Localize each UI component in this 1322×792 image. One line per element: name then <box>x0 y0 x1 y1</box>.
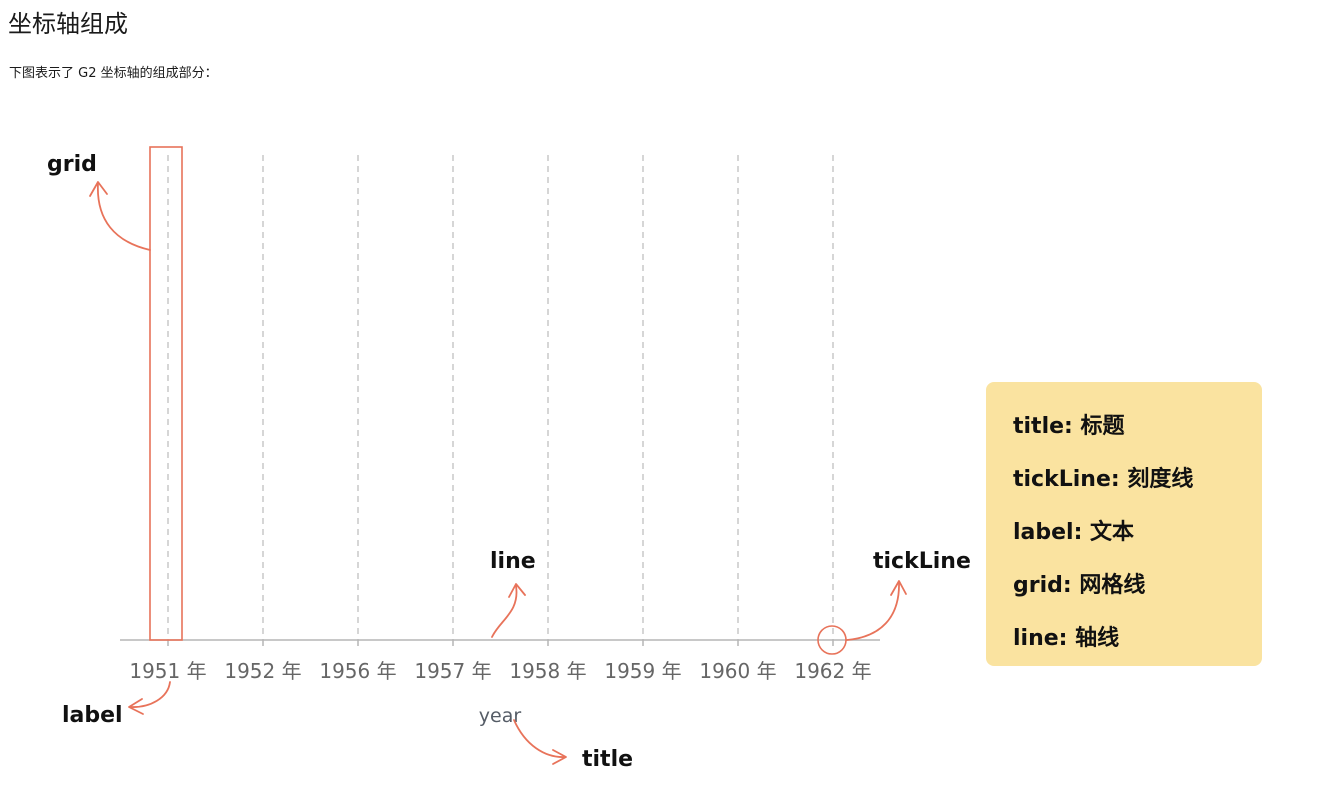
line-arrowhead <box>508 583 526 598</box>
legend-item-title: title: 标题 <box>1013 414 1125 439</box>
grid-arrow <box>97 182 151 251</box>
legend-item-grid: grid: 网格线 <box>1013 573 1146 598</box>
tick-labels: 1951 年 1952 年 1956 年 1957 年 1958 年 1959 年 1960… <box>129 659 871 683</box>
label-annotation: label <box>62 703 123 728</box>
tick-label: 1952 年 <box>224 659 301 683</box>
title-arrowhead <box>552 749 567 765</box>
title-arrow <box>513 719 566 758</box>
grid-lines <box>167 155 834 640</box>
line-annotation: line <box>490 549 536 574</box>
tick-label: 1957 年 <box>414 659 491 683</box>
tick-lines <box>167 640 834 646</box>
tickline-arrow <box>846 581 900 641</box>
tickline-highlight-circle <box>817 625 847 655</box>
tick-label: 1958 年 <box>509 659 586 683</box>
tick-label: 1959 年 <box>604 659 681 683</box>
label-arrow <box>129 681 171 708</box>
grid-arrowhead <box>89 181 108 197</box>
legend-box: title: 标题 tickLine: 刻度线 label: 文本 grid: … <box>986 382 1262 666</box>
tickline-arrowhead <box>890 580 907 596</box>
tickline-annotation: tickLine <box>873 549 971 574</box>
page-title: 坐标轴组成 <box>8 10 128 38</box>
legend-item-line: line: 轴线 <box>1013 626 1120 651</box>
page-description: 下图表示了 G2 坐标轴的组成部分： <box>9 66 218 81</box>
tick-label: 1951 年 <box>129 659 206 683</box>
grid-highlight-rect <box>149 146 183 641</box>
legend-item-label: label: 文本 <box>1013 520 1135 545</box>
tick-label: 1960 年 <box>699 659 776 683</box>
axis-title: year <box>479 705 522 727</box>
legend-item-tickline: tickLine: 刻度线 <box>1013 467 1194 492</box>
grid-annotation: grid <box>47 152 97 177</box>
label-arrowhead <box>128 698 144 715</box>
line-arrow <box>491 585 518 638</box>
title-annotation: title <box>582 747 633 772</box>
tick-label: 1962 年 <box>794 659 871 683</box>
tick-label: 1956 年 <box>319 659 396 683</box>
